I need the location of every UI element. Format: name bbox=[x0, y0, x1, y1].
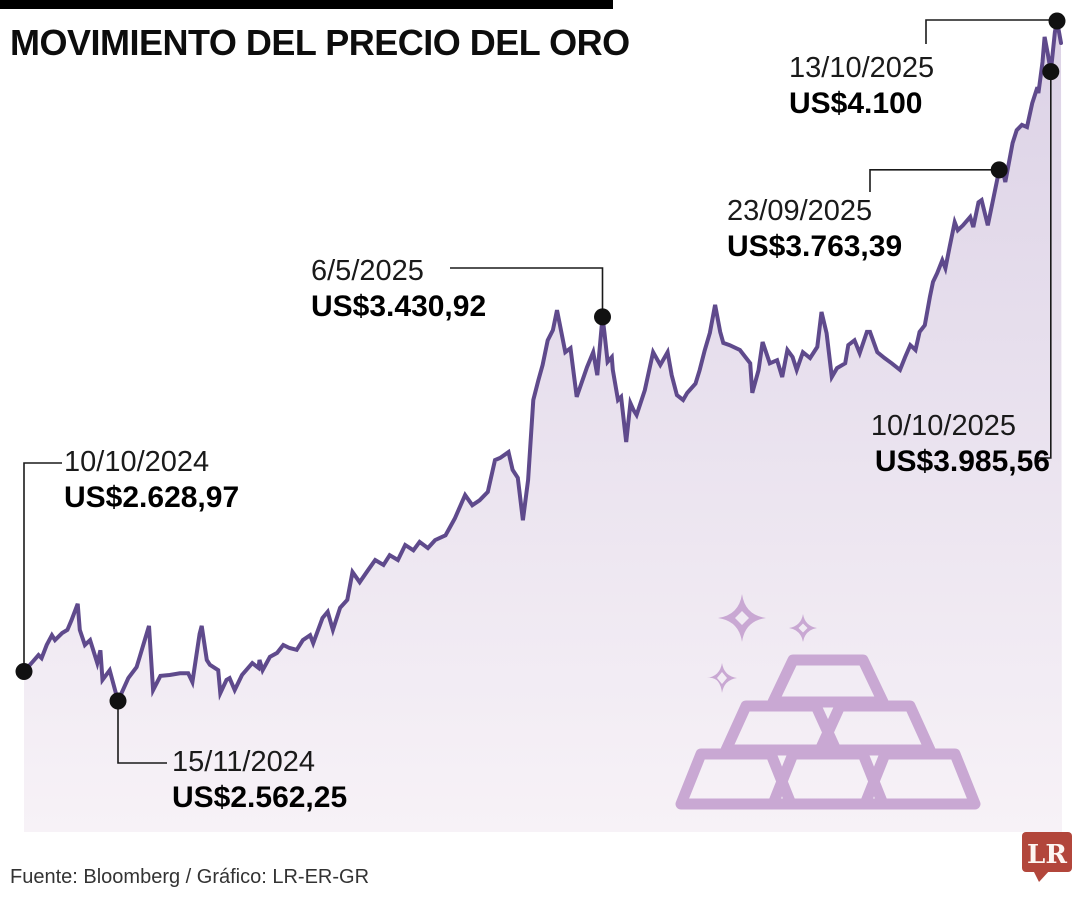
gold-bars-icon bbox=[675, 594, 981, 810]
price-area-fill bbox=[24, 21, 1062, 832]
annotation-date: 10/10/2024 bbox=[64, 446, 210, 478]
callout-line bbox=[23, 462, 62, 672]
callout-line bbox=[117, 701, 167, 764]
source-credit: Fuente: Bloomberg / Gráfico: LR-ER-GR bbox=[10, 866, 370, 888]
annotation-date: 6/5/2025 bbox=[311, 255, 424, 287]
annotation-value: US$3.430,92 bbox=[311, 289, 487, 323]
annotation-value: US$3.763,39 bbox=[727, 229, 903, 263]
gold-bar bbox=[859, 748, 981, 810]
callout-line bbox=[450, 267, 604, 317]
page-title: MOVIMIENTO DEL PRECIO DEL ORO bbox=[10, 22, 630, 63]
callout-lines bbox=[23, 19, 1057, 764]
annotation-date: 15/11/2024 bbox=[172, 746, 315, 778]
annotation-value: US$3.985,56 bbox=[874, 444, 1050, 478]
lr-logo-text: LR bbox=[1027, 840, 1067, 870]
data-point-markers bbox=[15, 12, 1066, 710]
annotation-2025-05-06: 6/5/2025 US$3.430,92 bbox=[311, 255, 487, 323]
callout-line bbox=[925, 19, 1057, 44]
sparkle-icon bbox=[789, 614, 817, 642]
callout-line bbox=[1037, 71, 1052, 459]
data-point-dot bbox=[594, 308, 611, 326]
lr-logo: LR bbox=[1022, 832, 1072, 882]
annotation-date: 23/09/2025 bbox=[727, 195, 873, 227]
annotation-2025-09-23: 23/09/2025 US$3.763,39 bbox=[727, 195, 903, 263]
annotation-value: US$2.628,97 bbox=[64, 480, 240, 514]
annotation-2025-10-13: 13/10/2025 US$4.100 bbox=[789, 52, 935, 120]
annotation-2024-11-15: 15/11/2024 US$2.562,25 bbox=[172, 746, 348, 814]
annotation-2025-10-10: 10/10/2025 US$3.985,56 bbox=[870, 410, 1050, 478]
data-point-dot bbox=[15, 663, 33, 680]
price-line bbox=[22, 20, 1063, 707]
data-point-dot bbox=[990, 161, 1008, 179]
annotation-2024-10-10: 10/10/2024 US$2.628,97 bbox=[64, 446, 240, 514]
callout-line bbox=[869, 169, 1000, 192]
annotation-value: US$2.562,25 bbox=[172, 780, 348, 814]
data-point-dot bbox=[109, 692, 127, 710]
title-top-bar bbox=[0, 0, 613, 9]
annotation-value: US$4.100 bbox=[789, 86, 923, 120]
sparkle-icon bbox=[718, 594, 766, 642]
sparkle-icon bbox=[707, 663, 737, 693]
annotation-date: 10/10/2025 bbox=[870, 410, 1016, 442]
data-point-dot bbox=[1042, 63, 1060, 81]
annotation-date: 13/10/2025 bbox=[789, 52, 935, 84]
data-point-dot bbox=[1048, 12, 1066, 30]
